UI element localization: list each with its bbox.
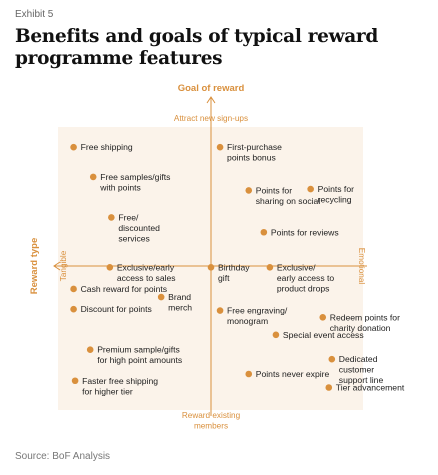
data-point	[272, 331, 280, 339]
data-point	[216, 307, 224, 314]
data-point	[71, 377, 79, 385]
y-axis-low-label: Reward existing members	[182, 411, 241, 431]
exhibit-label: Exhibit 5	[15, 9, 54, 20]
data-point	[207, 264, 215, 271]
x-axis-high-label: Emotional	[357, 248, 366, 285]
data-point-label: Free samples/gifts with points	[99, 172, 170, 193]
data-point	[260, 228, 268, 236]
y-axis-title: Goal of reward	[178, 83, 245, 94]
data-point	[106, 264, 114, 271]
data-point-label: Points for recycling	[318, 184, 354, 205]
data-point	[86, 346, 94, 354]
data-point-label: Faster free shipping for higher tier	[82, 376, 158, 397]
data-point-label: Special event access	[283, 330, 364, 340]
data-point	[108, 214, 115, 221]
chart-title: Benefits and goals of typical reward pro…	[15, 26, 379, 69]
data-point-label: Free shipping	[81, 142, 133, 152]
x-axis-arrow	[53, 261, 61, 271]
data-point	[266, 264, 274, 271]
data-point	[319, 314, 327, 321]
data-point-label: Redeem points for charity donation	[330, 312, 400, 333]
data-point-label: Exclusive/early access to product drops	[277, 262, 335, 293]
data-point-label: Points for sharing on social	[256, 185, 321, 206]
data-point-label: First-purchase points bonus	[227, 142, 282, 163]
data-point-label: Brand merch	[168, 292, 192, 313]
data-point	[89, 173, 97, 181]
data-point-label: Premium sample/gifts for high point amoun…	[97, 345, 182, 366]
data-point-label: Dedicated customer support line	[339, 354, 384, 385]
data-point	[70, 143, 77, 151]
data-point-label: Cash reward for points	[81, 284, 167, 294]
data-point-label: Free/discounted services	[118, 212, 160, 243]
data-point-label: Points never expire	[256, 369, 330, 379]
data-point-label: Discount for points	[81, 304, 152, 314]
data-point-label: Tier advancement	[336, 383, 405, 393]
data-point	[307, 185, 314, 193]
y-axis-high-label: Attract new sign-ups	[174, 114, 248, 123]
data-point	[70, 305, 77, 313]
data-point-label: Free engraving/monogram	[227, 306, 288, 327]
data-point	[328, 355, 336, 363]
source-note: Source: BoF Analysis	[15, 451, 111, 462]
data-point	[216, 143, 224, 151]
data-point	[157, 293, 165, 301]
y-axis-arrow	[206, 96, 216, 104]
data-point	[245, 187, 253, 194]
data-point-label: Birthday gift	[218, 262, 250, 283]
data-point-label: Points for reviews	[271, 227, 339, 237]
data-point	[325, 384, 333, 391]
data-point-label: Exclusive/early access to sales	[117, 262, 176, 283]
data-point	[245, 370, 253, 378]
data-point	[70, 285, 77, 293]
x-axis-low-label: Tangible	[59, 250, 68, 281]
x-axis-title: Reward type	[29, 238, 40, 295]
